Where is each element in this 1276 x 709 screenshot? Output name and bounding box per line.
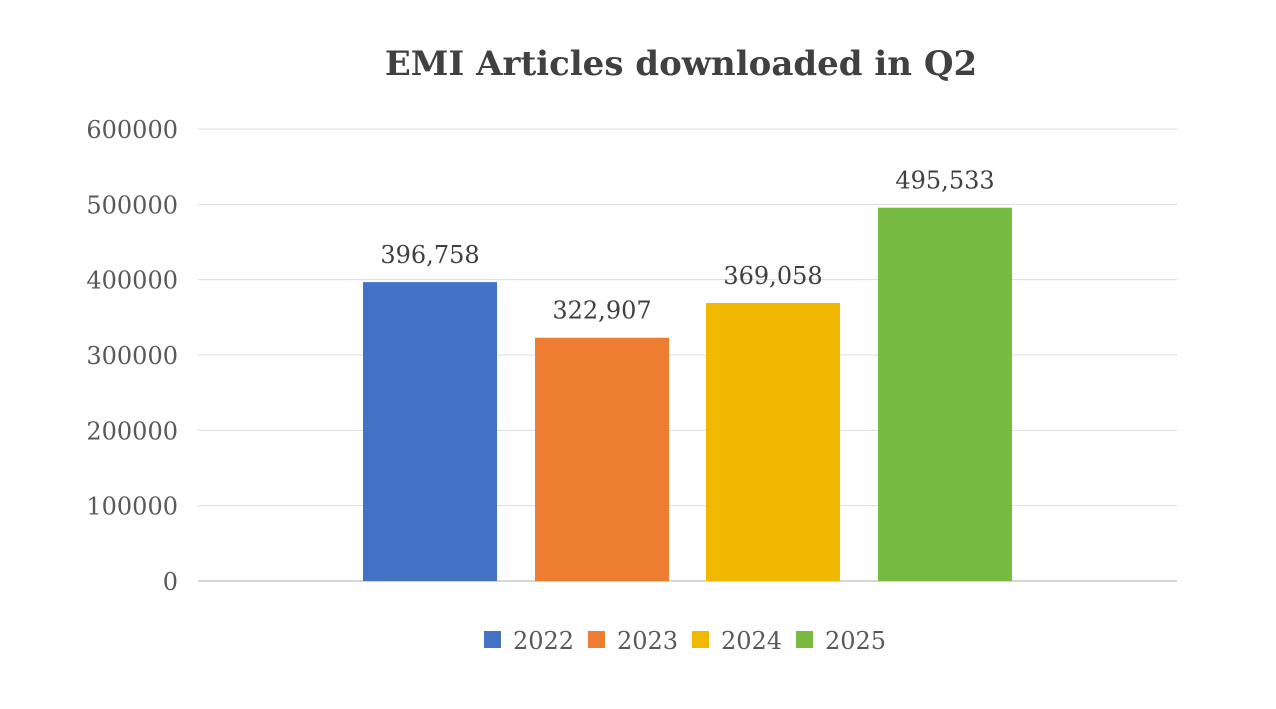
- legend-label-2023: 2023: [617, 627, 678, 655]
- y-tick-label: 400000: [86, 267, 178, 295]
- y-tick-label: 100000: [86, 493, 178, 521]
- legend-swatch-2023: [588, 631, 605, 648]
- legend-swatch-2025: [796, 631, 813, 648]
- y-tick-label: 300000: [86, 342, 178, 370]
- gridlines: [198, 128, 1177, 582]
- bars: [363, 207, 1012, 581]
- legend: 2022 2023 2024 2025: [484, 627, 886, 655]
- legend-swatch-2022: [484, 631, 501, 648]
- data-label-2022: 396,758: [380, 241, 479, 269]
- data-label-2024: 369,058: [723, 262, 822, 290]
- y-tick-label: 0: [163, 568, 178, 596]
- data-labels: 396,758 322,907 369,058 495,533: [380, 167, 994, 325]
- y-axis-tick-labels: 0 100000 200000 300000 400000 500000 600000: [86, 116, 178, 596]
- y-tick-label: 200000: [86, 417, 178, 445]
- legend-label-2025: 2025: [825, 627, 886, 655]
- y-tick-label: 600000: [86, 116, 178, 144]
- legend-label-2024: 2024: [721, 627, 782, 655]
- chart-title: EMI Articles downloaded in Q2: [385, 44, 977, 84]
- data-label-2023: 322,907: [552, 297, 651, 325]
- bar-2022: [363, 282, 497, 581]
- bar-2025: [878, 207, 1012, 581]
- legend-label-2022: 2022: [513, 627, 574, 655]
- data-label-2025: 495,533: [895, 167, 994, 195]
- y-tick-label: 500000: [86, 191, 178, 219]
- legend-swatch-2024: [692, 631, 709, 648]
- bar-2024: [706, 302, 840, 581]
- bar-2023: [535, 337, 669, 581]
